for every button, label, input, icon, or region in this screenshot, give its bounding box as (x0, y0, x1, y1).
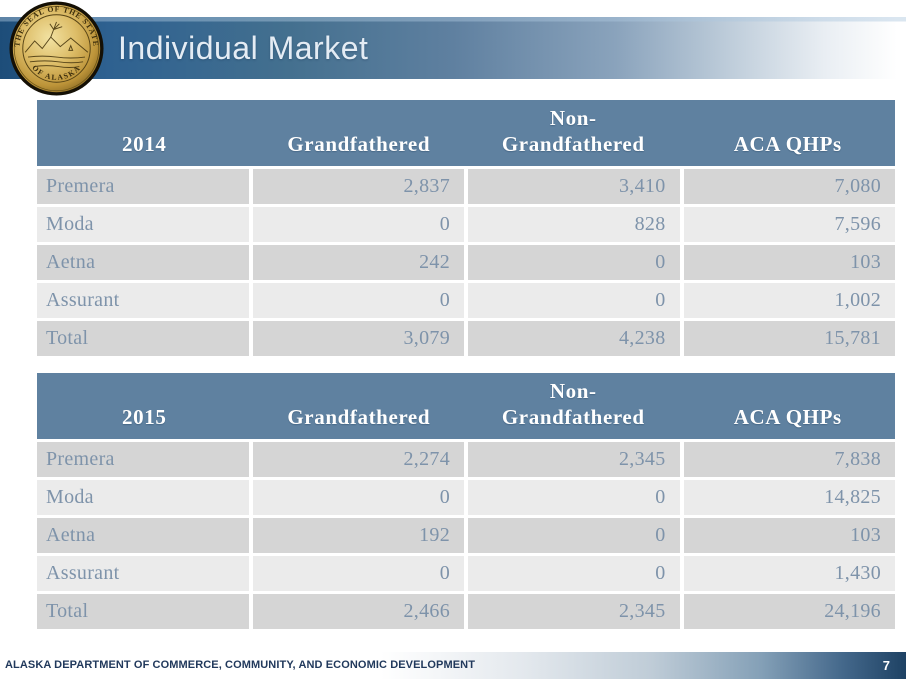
value-cell: 0 (252, 207, 464, 242)
column-header-aca-qhps: ACA QHPs (681, 373, 896, 439)
title-banner (0, 17, 906, 79)
carrier-cell: Assurant (37, 556, 249, 591)
total-label-cell: Total (37, 321, 249, 356)
year-header-cell: 2014 (37, 100, 252, 166)
value-cell: 2,345 (468, 442, 680, 477)
value-cell: 0 (468, 245, 680, 280)
carrier-cell: Moda (37, 480, 249, 515)
column-header-aca-qhps: ACA QHPs (681, 100, 896, 166)
footer-department-text: ALASKA DEPARTMENT OF COMMERCE, COMMUNITY… (5, 659, 476, 671)
value-cell: 3,410 (468, 169, 680, 204)
table-2015: 2015 Grandfathered Non-Grandfathered ACA… (37, 373, 895, 629)
column-header-label: Non-Grandfathered (501, 378, 645, 429)
value-cell: 2,837 (252, 169, 464, 204)
table-row: Moda 0 0 14,825 (37, 480, 895, 515)
table-2014: 2014 Grandfathered Non-Grandfathered ACA… (37, 100, 895, 356)
column-header-label: ACA QHPs (733, 404, 842, 429)
total-value-cell: 2,466 (252, 594, 464, 629)
carrier-cell: Premera (37, 169, 249, 204)
value-cell: 7,838 (683, 442, 895, 477)
carrier-cell: Aetna (37, 245, 249, 280)
total-label-cell: Total (37, 594, 249, 629)
year-header-label: 2015 (122, 404, 167, 429)
total-value-cell: 15,781 (683, 321, 895, 356)
value-cell: 1,430 (683, 556, 895, 591)
footer-bar: ALASKA DEPARTMENT OF COMMERCE, COMMUNITY… (0, 652, 906, 679)
total-value-cell: 4,238 (468, 321, 680, 356)
column-header-grandfathered: Grandfathered (252, 373, 467, 439)
carrier-cell: Assurant (37, 283, 249, 318)
value-cell: 192 (252, 518, 464, 553)
value-cell: 103 (683, 245, 895, 280)
total-value-cell: 2,345 (468, 594, 680, 629)
value-cell: 0 (468, 480, 680, 515)
value-cell: 0 (468, 556, 680, 591)
value-cell: 103 (683, 518, 895, 553)
year-header-label: 2014 (122, 131, 167, 156)
alaska-state-seal-icon: THE SEAL OF THE STATE OF ALASKA (9, 1, 104, 96)
table-row: Moda 0 828 7,596 (37, 207, 895, 242)
alaska-state-seal-graphic: THE SEAL OF THE STATE OF ALASKA (9, 1, 104, 96)
page-number: 7 (882, 658, 890, 673)
column-header-non-grandfathered: Non-Grandfathered (466, 373, 681, 439)
table-2015-body: Premera 2,274 2,345 7,838 Moda 0 0 14,82… (37, 442, 895, 629)
column-header-label: Grandfathered (287, 131, 431, 156)
column-header-non-grandfathered: Non-Grandfathered (466, 100, 681, 166)
value-cell: 7,596 (683, 207, 895, 242)
value-cell: 0 (468, 283, 680, 318)
table-row: Premera 2,837 3,410 7,080 (37, 169, 895, 204)
carrier-cell: Aetna (37, 518, 249, 553)
value-cell: 0 (252, 480, 464, 515)
carrier-cell: Premera (37, 442, 249, 477)
column-header-grandfathered: Grandfathered (252, 100, 467, 166)
table-row: Assurant 0 0 1,430 (37, 556, 895, 591)
column-header-label: ACA QHPs (733, 131, 842, 156)
total-value-cell: 3,079 (252, 321, 464, 356)
value-cell: 14,825 (683, 480, 895, 515)
value-cell: 0 (468, 518, 680, 553)
table-row: Aetna 242 0 103 (37, 245, 895, 280)
value-cell: 242 (252, 245, 464, 280)
total-value-cell: 24,196 (683, 594, 895, 629)
table-row: Aetna 192 0 103 (37, 518, 895, 553)
column-header-label: Non-Grandfathered (501, 105, 645, 156)
value-cell: 828 (468, 207, 680, 242)
value-cell: 0 (252, 556, 464, 591)
table-total-row: Total 3,079 4,238 15,781 (37, 321, 895, 356)
value-cell: 2,274 (252, 442, 464, 477)
column-header-label: Grandfathered (287, 404, 431, 429)
carrier-cell: Moda (37, 207, 249, 242)
value-cell: 0 (252, 283, 464, 318)
table-2014-body: Premera 2,837 3,410 7,080 Moda 0 828 7,5… (37, 169, 895, 356)
table-row: Assurant 0 0 1,002 (37, 283, 895, 318)
value-cell: 7,080 (683, 169, 895, 204)
year-header-cell: 2015 (37, 373, 252, 439)
slide-title: Individual Market (118, 29, 369, 66)
table-2014-header-row: 2014 Grandfathered Non-Grandfathered ACA… (37, 100, 895, 166)
table-2015-header-row: 2015 Grandfathered Non-Grandfathered ACA… (37, 373, 895, 439)
table-row: Premera 2,274 2,345 7,838 (37, 442, 895, 477)
tables-container: 2014 Grandfathered Non-Grandfathered ACA… (37, 100, 895, 629)
value-cell: 1,002 (683, 283, 895, 318)
table-total-row: Total 2,466 2,345 24,196 (37, 594, 895, 629)
